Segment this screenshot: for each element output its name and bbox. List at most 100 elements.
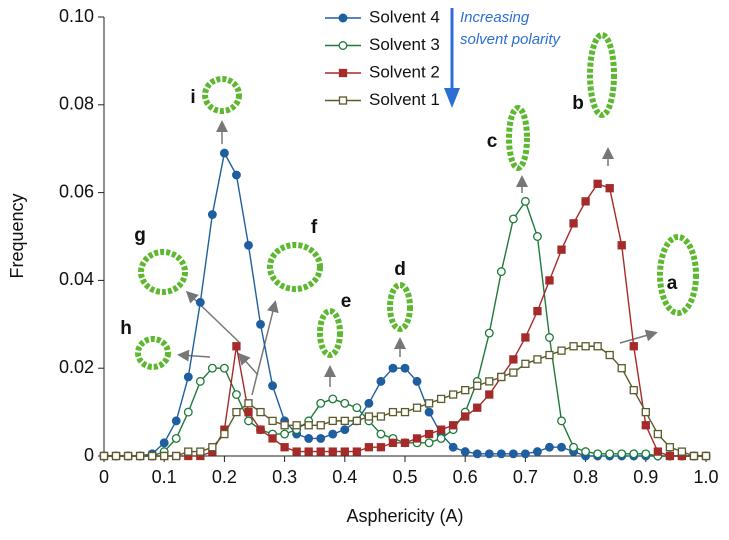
y-tick-label: 0.04: [59, 269, 94, 289]
data-point: [340, 398, 350, 408]
data-point: [533, 355, 542, 364]
data-point: [244, 416, 253, 426]
data-point: [665, 443, 675, 452]
data-point: [231, 390, 241, 399]
molecule: [138, 249, 188, 295]
data-point: [460, 447, 470, 457]
data-point: [292, 447, 301, 456]
x-tick-label: 0.2: [212, 467, 237, 487]
data-point: [533, 306, 542, 316]
data-point: [280, 429, 290, 439]
data-point: [617, 364, 626, 373]
data-point: [532, 447, 542, 457]
data-point: [641, 407, 650, 417]
legend-marker: [338, 96, 348, 105]
data-point: [605, 449, 615, 459]
x-tick-label: 0.6: [453, 467, 478, 487]
data-point: [207, 210, 217, 219]
data-point: [316, 433, 326, 443]
legend-label: Solvent 4: [369, 7, 440, 26]
data-point: [605, 350, 614, 360]
data-point: [172, 451, 181, 461]
data-point: [520, 196, 530, 206]
data-point: [244, 407, 253, 417]
data-point: [400, 407, 410, 417]
data-point: [364, 412, 374, 421]
x-axis-label: Asphericity (A): [346, 506, 463, 526]
data-point: [171, 416, 181, 426]
data-point: [388, 407, 398, 417]
data-point: [364, 443, 374, 452]
data-point: [593, 179, 602, 188]
data-point: [448, 442, 458, 452]
data-point: [99, 451, 109, 461]
data-point: [231, 170, 241, 180]
data-point: [424, 407, 434, 417]
annotation-label: i: [190, 87, 195, 108]
data-point: [473, 403, 482, 412]
data-point: [629, 385, 638, 395]
data-point: [557, 346, 566, 355]
data-point: [195, 297, 205, 307]
data-point: [159, 438, 169, 448]
data-point: [268, 434, 277, 443]
data-point: [244, 240, 253, 250]
data-point: [545, 333, 554, 342]
data-point: [557, 442, 566, 452]
data-point: [256, 319, 265, 329]
data-point: [653, 447, 662, 456]
data-point: [701, 451, 711, 461]
data-point: [412, 434, 422, 443]
data-point: [436, 433, 446, 443]
annotation-arrow: [177, 349, 211, 362]
polarity-arrow-head: [444, 88, 460, 108]
annotation-arrow: [185, 290, 241, 344]
data-point: [183, 372, 193, 382]
data-point: [532, 232, 542, 241]
data-point: [195, 376, 205, 386]
annotation-label: a: [667, 273, 678, 294]
molecule: [506, 105, 530, 171]
data-point: [364, 398, 374, 408]
data-point: [376, 376, 386, 386]
data-point: [232, 407, 241, 417]
annotation-label: b: [572, 93, 584, 114]
data-point: [472, 449, 482, 459]
data-point: [208, 443, 217, 452]
x-tick-label: 0.9: [633, 467, 658, 487]
legend-marker: [338, 68, 348, 78]
data-point: [436, 394, 446, 404]
data-point: [352, 403, 362, 413]
data-point: [509, 355, 518, 364]
data-point: [677, 447, 687, 456]
data-point: [400, 438, 410, 447]
data-point: [123, 451, 133, 461]
y-tick-label: 0: [84, 445, 94, 465]
data-point: [485, 390, 494, 399]
data-point: [256, 407, 265, 417]
data-point: [388, 438, 398, 447]
data-point: [160, 451, 169, 461]
data-point: [388, 363, 398, 373]
data-point: [268, 416, 277, 426]
legend-label: Solvent 3: [369, 35, 440, 54]
series: [99, 342, 711, 461]
x-tick-label: 0.1: [152, 467, 177, 487]
molecule: [387, 282, 413, 332]
data-point: [328, 416, 337, 426]
data-point: [617, 449, 627, 459]
data-point: [485, 377, 494, 386]
data-point: [557, 416, 566, 426]
x-tick-label: 0.3: [272, 467, 297, 487]
data-point: [521, 333, 530, 342]
data-point: [545, 350, 554, 360]
data-point: [376, 443, 386, 452]
data-point: [496, 449, 506, 459]
data-point: [352, 447, 361, 456]
data-point: [412, 376, 422, 386]
data-point: [545, 442, 554, 452]
data-point: [328, 447, 337, 456]
data-point: [581, 197, 590, 206]
data-point: [569, 219, 578, 228]
